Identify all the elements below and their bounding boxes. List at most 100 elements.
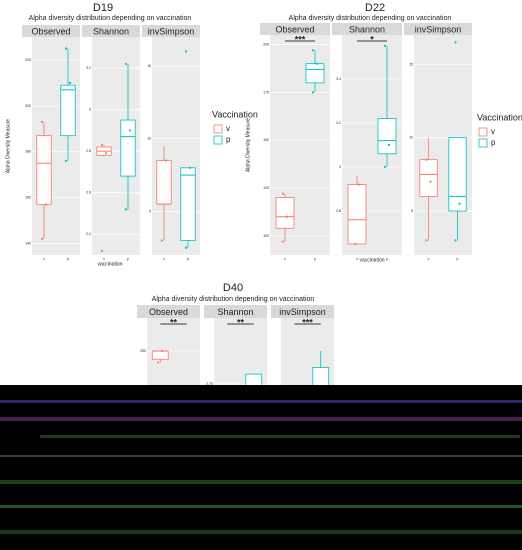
y-tick-label: 3 bbox=[339, 165, 341, 169]
data-point bbox=[425, 158, 428, 161]
facet-strip bbox=[137, 305, 200, 318]
facet-title: invSimpson bbox=[415, 24, 462, 34]
box bbox=[275, 197, 295, 229]
x-tick-label: v bbox=[163, 257, 165, 261]
data-point bbox=[281, 192, 285, 195]
legend-label: p bbox=[491, 138, 496, 147]
y-tick-label: 140 bbox=[25, 241, 31, 245]
data-point bbox=[160, 239, 164, 242]
y-tick-label: 10 bbox=[409, 136, 413, 140]
data-point bbox=[429, 180, 432, 183]
data-point bbox=[100, 249, 104, 252]
x-tick-label: p bbox=[386, 257, 388, 261]
data-point bbox=[184, 246, 188, 249]
data-point bbox=[387, 143, 391, 147]
facet-strip bbox=[22, 25, 80, 37]
data-point bbox=[311, 91, 315, 94]
facet-strip bbox=[404, 23, 472, 35]
x-tick-label: p bbox=[127, 257, 129, 261]
box bbox=[36, 135, 52, 205]
legend-title: Vaccination bbox=[477, 112, 522, 122]
data-point bbox=[383, 44, 387, 48]
data-point bbox=[161, 349, 164, 353]
y-tick-label: 180 bbox=[25, 150, 31, 154]
y-tick-label: 10 bbox=[147, 137, 151, 141]
y-tick-label: 220 bbox=[25, 58, 31, 62]
x-tick-label: p bbox=[67, 257, 69, 261]
signif-label: ** bbox=[237, 317, 245, 327]
corrupted-region bbox=[0, 385, 522, 550]
facet-title: Shannon bbox=[93, 26, 129, 36]
facet-title: invSimpson bbox=[148, 26, 195, 36]
facet-title: Observed bbox=[275, 24, 314, 34]
y-tick-label: 150 bbox=[263, 138, 269, 142]
y-tick-label: 2.75 bbox=[206, 382, 213, 386]
data-point bbox=[124, 208, 128, 211]
box bbox=[60, 84, 76, 137]
data-point bbox=[157, 361, 160, 364]
panel-label: D40 bbox=[223, 282, 243, 294]
data-point bbox=[454, 41, 457, 44]
facet-strip bbox=[204, 305, 267, 318]
y-tick-label: 5 bbox=[149, 209, 151, 213]
y-axis-label: Alpha Diversity Measure bbox=[5, 119, 11, 173]
box bbox=[151, 350, 169, 360]
x-tick-label: v bbox=[43, 257, 45, 261]
y-axis-label: Alpha Diversity Measure bbox=[245, 118, 251, 172]
legend-label: p bbox=[226, 135, 231, 144]
x-tick-label: v bbox=[284, 257, 286, 261]
y-tick-label: 2.8 bbox=[336, 209, 341, 213]
y-tick-label: 250 bbox=[140, 349, 146, 353]
facet-title: Observed bbox=[149, 307, 188, 317]
legend-label: v bbox=[226, 124, 230, 133]
data-point bbox=[383, 165, 387, 169]
box bbox=[120, 119, 136, 177]
y-tick-label: 125 bbox=[263, 186, 269, 190]
y-tick-label: 100 bbox=[263, 234, 269, 238]
noise bbox=[0, 530, 522, 534]
data-point bbox=[64, 159, 68, 163]
data-point bbox=[311, 49, 315, 52]
box bbox=[419, 159, 438, 197]
noise bbox=[0, 417, 522, 421]
data-point bbox=[40, 237, 44, 241]
box bbox=[448, 137, 467, 212]
noise bbox=[0, 400, 522, 403]
data-point bbox=[100, 143, 104, 147]
data-point bbox=[44, 203, 48, 206]
noise bbox=[0, 480, 522, 484]
signif-label: ** bbox=[170, 317, 178, 327]
y-tick-label: 2.8 bbox=[86, 149, 91, 153]
x-axis-label: vaccination bbox=[97, 261, 122, 267]
x-tick-label: p bbox=[187, 257, 189, 261]
legend-title: Vaccination bbox=[212, 109, 258, 119]
facet-title: invSimpson bbox=[279, 307, 326, 317]
data-point bbox=[357, 183, 361, 186]
data-point bbox=[124, 62, 128, 66]
legend-key bbox=[478, 138, 488, 148]
noise bbox=[40, 435, 520, 438]
y-tick-label: 3.4 bbox=[336, 77, 341, 81]
x-tick-label: v bbox=[356, 257, 358, 261]
data-point bbox=[454, 239, 457, 242]
data-point bbox=[164, 159, 168, 162]
y-tick-label: 2.6 bbox=[86, 191, 91, 195]
data-point bbox=[188, 166, 192, 169]
facet-strip bbox=[271, 305, 334, 318]
facet-strip bbox=[260, 23, 330, 35]
y-tick-label: 160 bbox=[25, 196, 31, 200]
facet-strip bbox=[142, 25, 200, 37]
legend-label: v bbox=[491, 127, 495, 136]
facet-strip bbox=[332, 23, 402, 35]
y-tick-label: 15 bbox=[147, 64, 151, 68]
y-tick-label: 2.4 bbox=[86, 232, 91, 236]
facet-title: Observed bbox=[31, 26, 70, 36]
x-tick-label: v bbox=[103, 257, 105, 261]
data-point bbox=[458, 202, 461, 205]
legend-key bbox=[213, 135, 223, 145]
signif-label: * bbox=[370, 34, 374, 44]
data-point bbox=[68, 81, 72, 84]
y-tick-label: 200 bbox=[25, 104, 31, 108]
legend-key bbox=[478, 127, 488, 137]
